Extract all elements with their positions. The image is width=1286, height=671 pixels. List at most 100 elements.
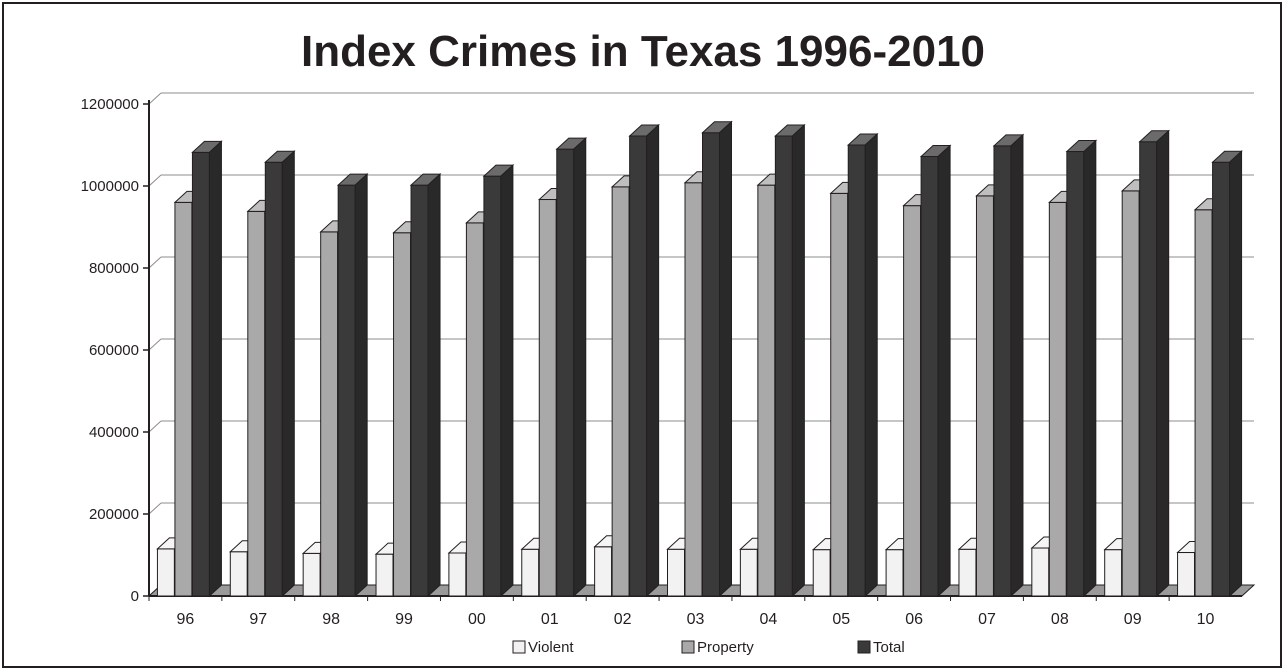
x-tick-label: 05 xyxy=(832,611,850,628)
bar-front xyxy=(521,548,540,597)
bar-total-02 xyxy=(628,123,660,598)
bar-front xyxy=(1048,201,1067,597)
bar-side xyxy=(937,144,951,598)
bar-front xyxy=(156,548,175,597)
bar-front xyxy=(1212,161,1231,597)
bar-total-96 xyxy=(191,140,223,598)
legend-swatch xyxy=(681,640,695,654)
x-tick-label: 97 xyxy=(249,611,267,628)
y-tick-label: 1000000 xyxy=(81,178,139,195)
legend-item-total: Total xyxy=(857,639,905,656)
bar-front xyxy=(375,553,394,597)
bar-front xyxy=(993,145,1012,597)
bar-side xyxy=(1010,133,1024,598)
x-tick-label: 02 xyxy=(614,611,632,628)
bar-front xyxy=(1066,151,1085,597)
bar-total-00 xyxy=(482,164,515,598)
bar-side xyxy=(719,120,732,598)
y-tick-label: 600000 xyxy=(89,342,139,359)
legend: Violent Property Total xyxy=(512,639,905,656)
bar-front xyxy=(594,546,613,597)
bar-front xyxy=(229,551,248,597)
chart-title: Index Crimes in Texas 1996-2010 xyxy=(300,27,986,76)
bar-total-01 xyxy=(555,136,588,598)
bar-total-98 xyxy=(336,173,369,598)
bar-side xyxy=(281,150,295,598)
y-tick-label: 400000 xyxy=(89,424,139,441)
legend-item-property: Property xyxy=(681,639,754,656)
bar-front xyxy=(1031,547,1050,597)
bar-front xyxy=(320,231,339,597)
gridline-side xyxy=(148,174,162,187)
bar-front xyxy=(191,151,210,597)
bar-front xyxy=(611,186,630,597)
bar-total-05 xyxy=(846,132,879,598)
bar-front xyxy=(264,161,283,597)
bar-front xyxy=(448,552,467,597)
bar-side xyxy=(1083,139,1097,598)
bar-total-09 xyxy=(1138,129,1170,598)
legend-swatch xyxy=(512,640,526,654)
bar-front xyxy=(174,201,193,597)
bar-front xyxy=(702,132,720,597)
gridline-side xyxy=(148,502,162,515)
bar-front xyxy=(1104,549,1123,597)
bar-front xyxy=(774,135,793,597)
legend-swatch xyxy=(857,640,871,654)
bar-front xyxy=(302,552,321,597)
bar-front xyxy=(1121,190,1140,597)
x-tick-label: 01 xyxy=(541,611,559,628)
legend-item-violent: Violent xyxy=(512,639,574,656)
bar-front xyxy=(247,210,266,597)
bar-front xyxy=(812,549,831,597)
bar-front xyxy=(538,199,557,597)
x-tick-label: 09 xyxy=(1124,611,1142,628)
y-tick-label: 0 xyxy=(131,588,139,605)
bar-front xyxy=(903,205,922,597)
y-tick-label: 1200000 xyxy=(81,96,139,113)
x-tick-label: 00 xyxy=(468,611,486,628)
bar-total-10 xyxy=(1211,150,1243,598)
x-tick-label: 10 xyxy=(1197,611,1215,628)
bar-front xyxy=(885,549,904,597)
bar-total-08 xyxy=(1065,139,1098,598)
bar-front xyxy=(958,548,977,597)
bar-front xyxy=(629,135,648,597)
bar-front xyxy=(465,222,484,597)
bar-side xyxy=(208,140,222,598)
bar-side xyxy=(864,132,878,598)
bar-front xyxy=(830,192,849,597)
y-tick-label: 800000 xyxy=(89,260,139,277)
x-tick-label: 03 xyxy=(687,611,705,628)
bar-front xyxy=(1194,209,1213,597)
bar-total-06 xyxy=(919,144,952,598)
bar-side xyxy=(427,173,441,598)
x-tick-label: 07 xyxy=(978,611,996,628)
bar-front xyxy=(483,175,502,597)
bar-front xyxy=(556,148,575,597)
gridline-side xyxy=(148,420,162,433)
bar-front xyxy=(393,232,412,597)
y-tick-label: 200000 xyxy=(89,506,139,523)
bar-total-07 xyxy=(992,133,1025,598)
bar-side xyxy=(646,123,660,598)
x-tick-label: 08 xyxy=(1051,611,1069,628)
gridline-side xyxy=(148,256,162,269)
x-tick-label: 96 xyxy=(177,611,195,628)
bar-front xyxy=(667,548,685,597)
x-tick-label: 99 xyxy=(395,611,413,628)
bar-front xyxy=(684,182,703,597)
bar-front xyxy=(975,195,994,597)
bar-front xyxy=(410,184,429,597)
bar-front xyxy=(847,144,866,597)
bar-front xyxy=(739,548,758,597)
legend-label: Property xyxy=(697,639,754,656)
bar-side xyxy=(573,136,587,598)
bar-side xyxy=(1156,129,1170,598)
y-axis: 0 200000 400000 600000 800000 1000000 1200000 xyxy=(81,96,150,605)
bar-side xyxy=(1229,150,1243,598)
x-tick-label: 98 xyxy=(322,611,340,628)
bar-front xyxy=(757,184,776,597)
bar-front xyxy=(337,184,356,597)
